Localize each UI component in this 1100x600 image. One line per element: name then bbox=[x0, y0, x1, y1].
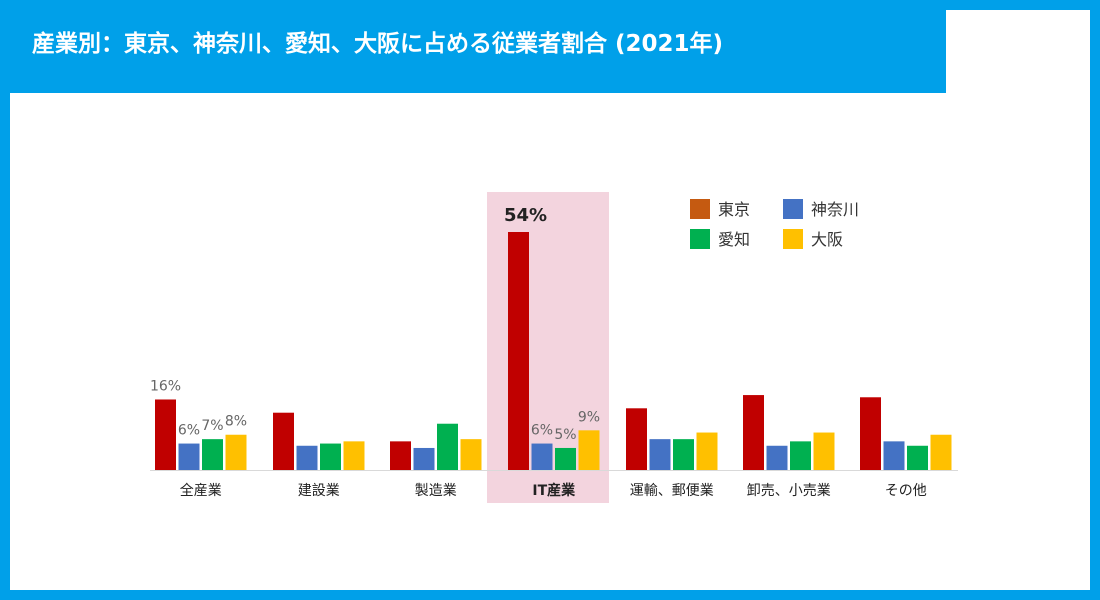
bar-3-7 bbox=[907, 445, 928, 470]
bar-2-2 bbox=[296, 445, 318, 470]
bar-3-6 bbox=[790, 441, 811, 470]
bar-4-5 bbox=[696, 432, 718, 470]
bar-4-7 bbox=[930, 434, 952, 470]
legend-swatch bbox=[783, 199, 803, 219]
bar-1-4 bbox=[508, 232, 529, 470]
bar-2-1 bbox=[178, 443, 200, 470]
legend-swatch bbox=[783, 229, 803, 249]
bar-3-2 bbox=[320, 443, 341, 470]
legend-swatch bbox=[690, 199, 710, 219]
bar-2-3 bbox=[413, 447, 435, 470]
category-label: 全産業 bbox=[180, 482, 222, 499]
data-label: 16% bbox=[150, 378, 181, 394]
data-label: 54% bbox=[504, 205, 547, 226]
category-label: 製造業 bbox=[415, 483, 457, 499]
legend-label: 大阪 bbox=[811, 230, 843, 249]
bar-3-4 bbox=[555, 447, 576, 470]
data-label: 6% bbox=[178, 423, 200, 439]
bar-1-2 bbox=[273, 412, 294, 470]
data-label: 7% bbox=[201, 418, 223, 434]
bar-4-4 bbox=[578, 430, 600, 470]
bar-2-6 bbox=[766, 445, 788, 470]
bar-4-1 bbox=[225, 434, 247, 470]
data-label: 8% bbox=[225, 414, 247, 430]
data-label: 9% bbox=[578, 409, 600, 425]
category-label: 卸売、小売業 bbox=[747, 483, 831, 499]
bar-2-4 bbox=[531, 443, 553, 470]
bar-4-3 bbox=[460, 439, 482, 470]
bar-1-6 bbox=[743, 395, 764, 470]
bar-2-7 bbox=[883, 441, 905, 470]
bar-3-3 bbox=[437, 423, 458, 470]
category-label: 建設業 bbox=[298, 483, 340, 499]
bar-1-3 bbox=[390, 441, 411, 470]
page-title: 産業別：東京、神奈川、愛知、大阪に占める従業者割合 (2021年) bbox=[10, 10, 946, 93]
bar-4-2 bbox=[343, 441, 365, 470]
bar-1-5 bbox=[626, 408, 647, 470]
legend-label: 神奈川 bbox=[811, 200, 859, 219]
category-label: IT産業 bbox=[532, 482, 576, 499]
bar-3-5 bbox=[673, 439, 694, 470]
category-label: その他 bbox=[885, 483, 927, 499]
data-label: 5% bbox=[554, 427, 576, 443]
category-label: 運輸、郵便業 bbox=[630, 483, 714, 499]
bar-1-1 bbox=[155, 399, 176, 470]
bar-4-6 bbox=[813, 432, 835, 470]
legend-label: 東京 bbox=[718, 200, 750, 219]
legend-swatch bbox=[690, 229, 710, 249]
bar-1-7 bbox=[860, 397, 881, 470]
data-label: 6% bbox=[531, 423, 553, 439]
legend-label: 愛知 bbox=[718, 230, 750, 249]
bar-2-5 bbox=[649, 439, 671, 470]
bar-3-1 bbox=[202, 439, 223, 470]
